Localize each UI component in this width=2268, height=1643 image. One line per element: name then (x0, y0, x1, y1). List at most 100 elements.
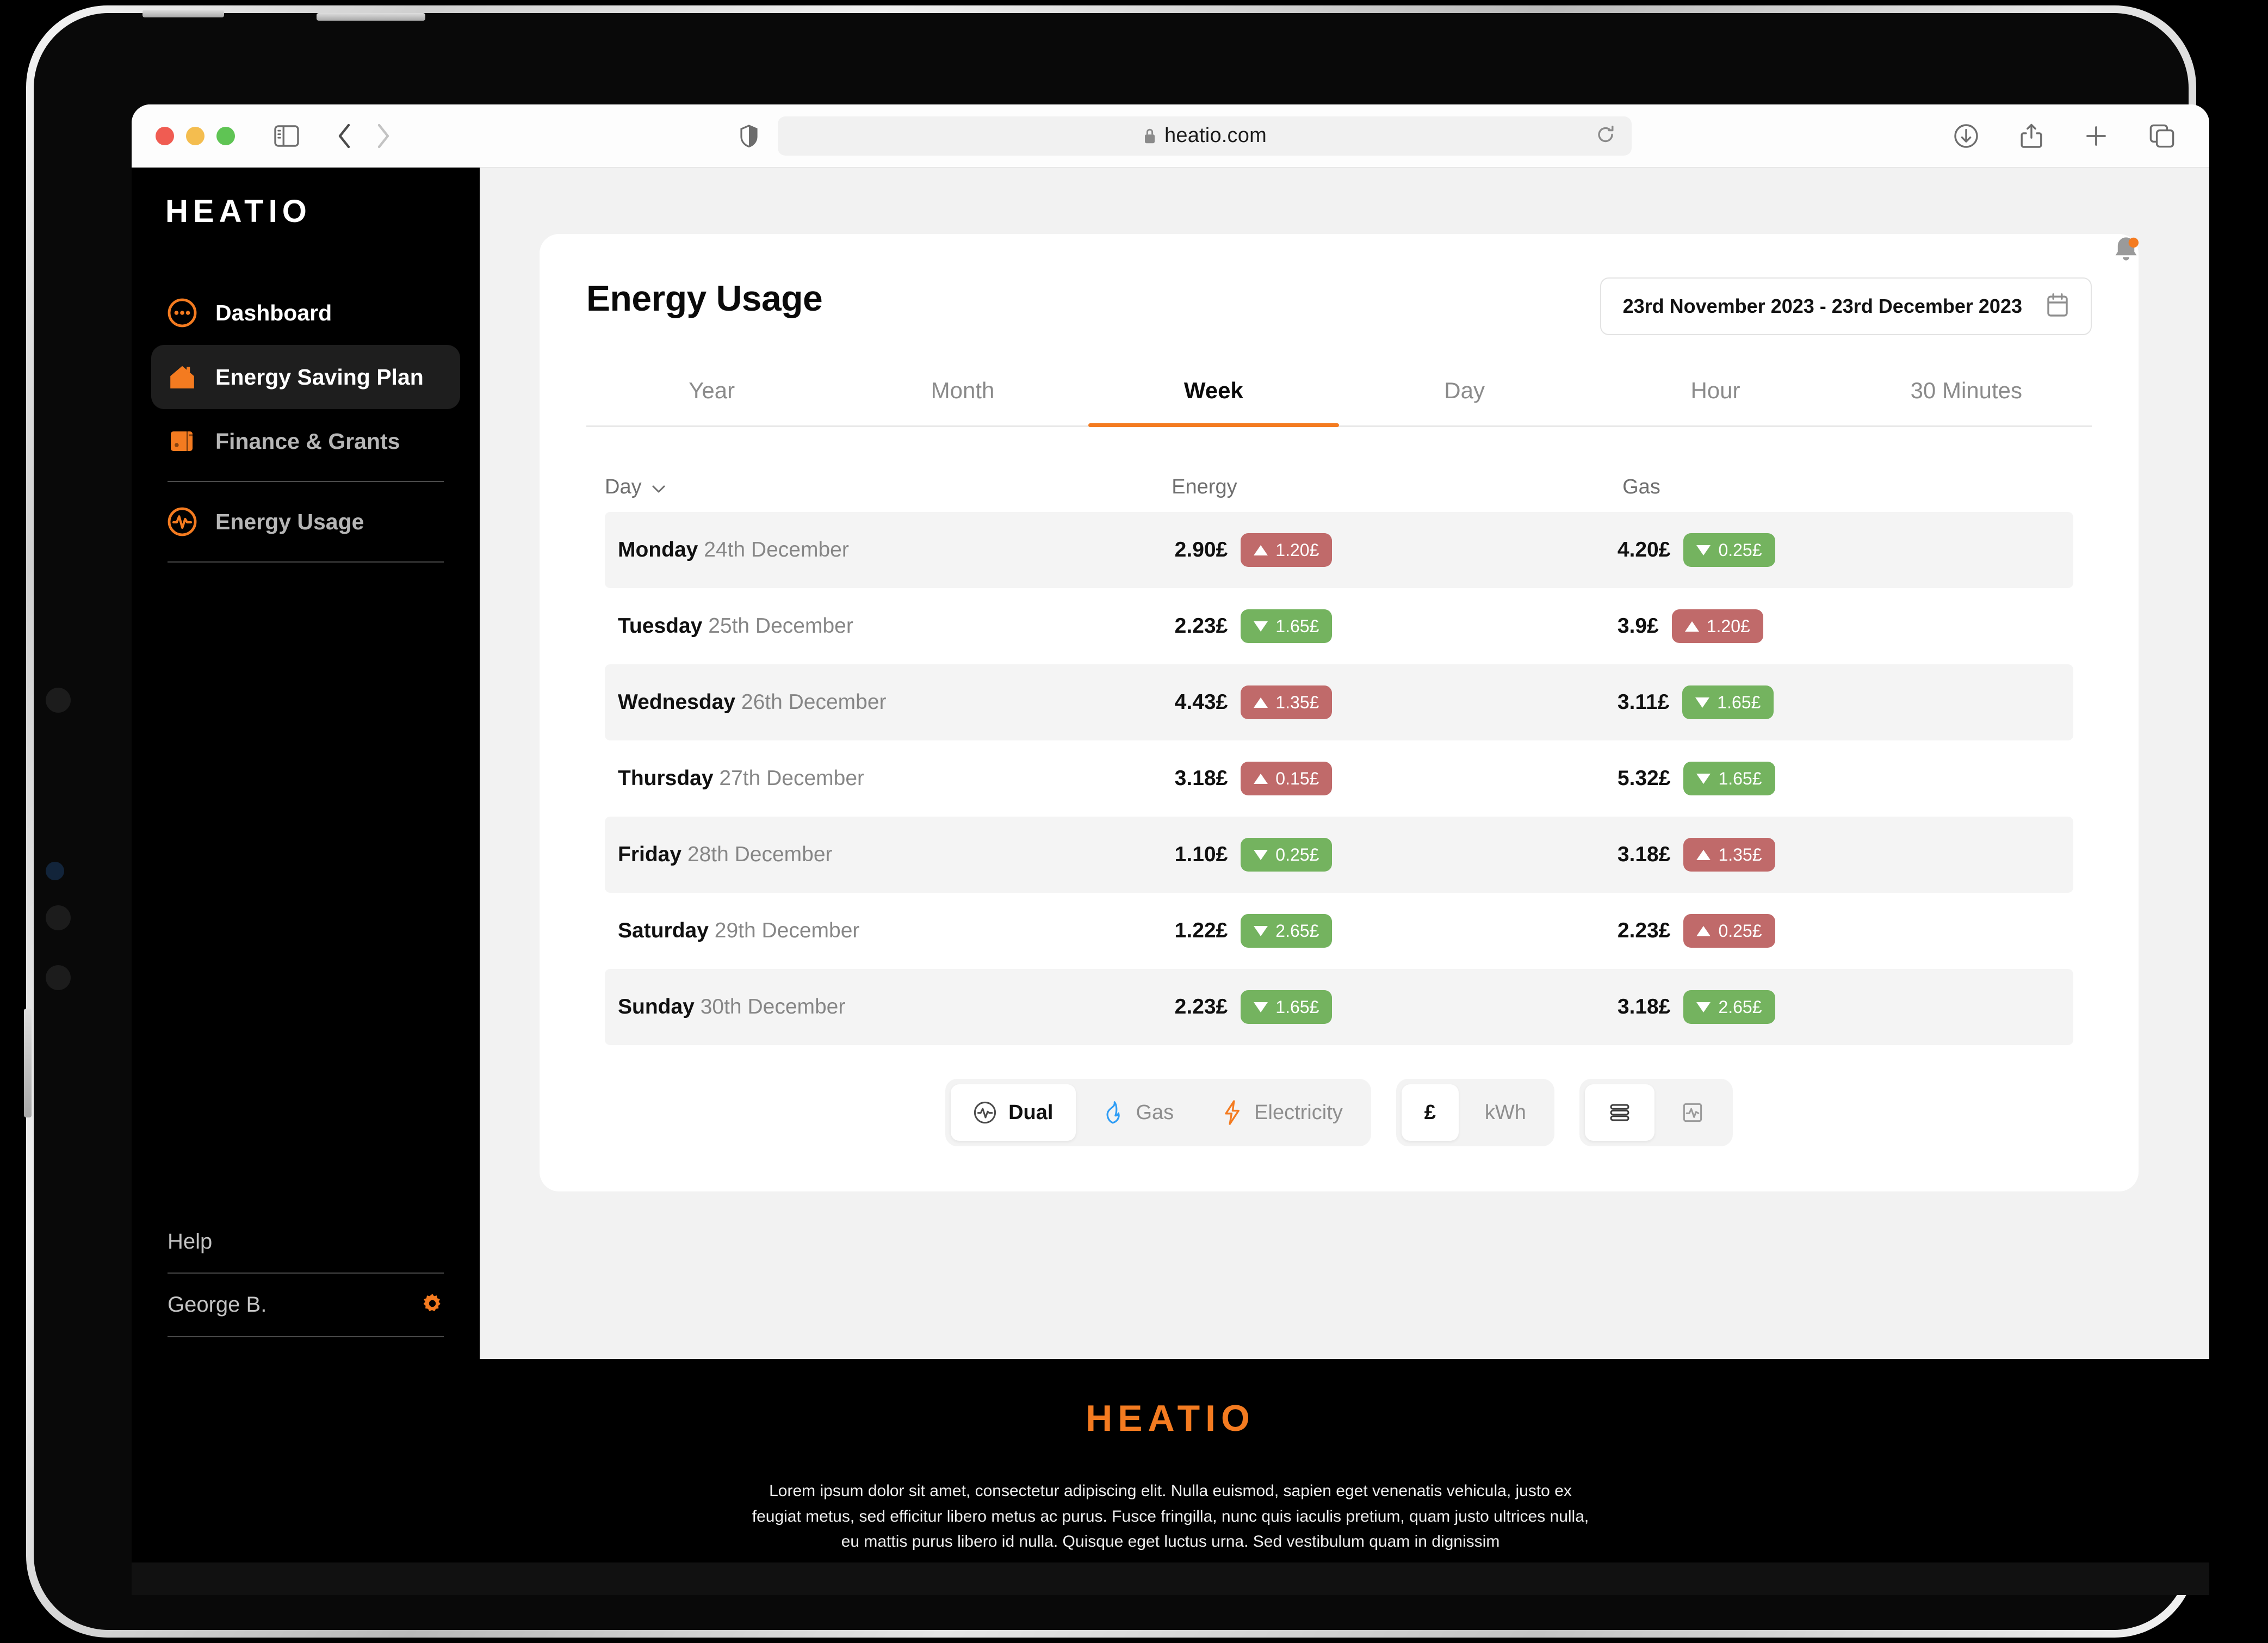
table-row[interactable]: Monday 24th December 2.90£ 1.20£ 4.20£ 0… (605, 512, 2073, 588)
unit-option-kwh[interactable]: kWh (1484, 1101, 1526, 1124)
row-gas-delta-badge: 1.20£ (1671, 609, 1763, 643)
user-row[interactable]: George B. (168, 1274, 444, 1336)
tab-hour[interactable]: Hour (1690, 378, 1740, 403)
tab-day[interactable]: Day (1444, 378, 1485, 403)
maximize-window-button[interactable] (216, 126, 235, 145)
table-row[interactable]: Tuesday 25th December 2.23£ 1.65£ 3.9£ 1… (605, 588, 2073, 664)
camera-lens (46, 965, 71, 990)
column-header-day[interactable]: Day (605, 475, 1172, 499)
period-tabs: Year Month Week Day Hour 30 Minutes (586, 378, 2092, 427)
sidebar-item-finance-grants[interactable]: Finance & Grants (151, 409, 460, 473)
row-energy: 1.10£ 0.25£ (1175, 838, 1618, 872)
view-option-list[interactable] (1584, 1084, 1654, 1141)
tab-week[interactable]: Week (1088, 378, 1340, 427)
sidebar-divider (168, 561, 444, 563)
app-root: HEATIO Dashboard (132, 168, 2209, 1359)
table-header-row: Day Energy Gas (605, 462, 2073, 512)
bell-icon[interactable] (2108, 233, 2144, 271)
energy-usage-card: Energy Usage 23rd November 2023 - 23rd D… (540, 234, 2139, 1191)
sidebar-item-energy-usage[interactable]: Energy Usage (151, 490, 460, 554)
unit-option-currency[interactable]: £ (1401, 1084, 1459, 1141)
table-row[interactable]: Thursday 27th December 3.18£ 0.15£ 5.32£… (605, 740, 2073, 817)
sidebar-item-energy-saving-plan[interactable]: Energy Saving Plan (151, 345, 460, 409)
reload-icon[interactable] (1596, 125, 1615, 147)
tab-year[interactable]: Year (689, 378, 735, 403)
window-controls (156, 126, 235, 145)
browser-toolbar: heatio.com (132, 104, 2209, 168)
tab-month[interactable]: Month (931, 378, 995, 403)
tabs-icon[interactable] (2149, 124, 2174, 148)
row-gas-value: 2.23£ (1617, 919, 1671, 942)
column-header-day-label: Day (605, 475, 642, 498)
row-day: Monday 24th December (618, 538, 1175, 562)
row-gas: 3.11£ 1.65£ (1618, 685, 2060, 719)
chevron-down-icon[interactable] (652, 475, 666, 499)
fuel-option-electricity[interactable]: Electricity (1200, 1084, 1366, 1141)
fuel-option-gas[interactable]: Gas (1079, 1084, 1197, 1141)
row-gas: 3.9£ 1.20£ (1618, 609, 2060, 643)
site-footer: HEATIO Lorem ipsum dolor sit amet, conse… (132, 1359, 2209, 1562)
table-row[interactable]: Wednesday 26th December 4.43£ 1.35£ 3.11… (605, 664, 2073, 740)
row-gas-value: 3.11£ (1617, 690, 1670, 714)
fuel-option-label: Electricity (1254, 1101, 1343, 1124)
row-energy: 2.23£ 1.65£ (1175, 609, 1618, 643)
row-day-date: 27th December (719, 767, 865, 790)
row-day-name: Tuesday (618, 614, 703, 638)
column-header-energy: Energy (1172, 475, 1237, 498)
chevron-right-icon[interactable] (375, 123, 392, 149)
usage-table: Day Energy Gas (586, 462, 2092, 1045)
sidebar-toggle-icon[interactable] (274, 125, 299, 147)
row-gas-delta-badge: 0.25£ (1683, 533, 1775, 567)
footer-text: Lorem ipsum dolor sit amet, consectetur … (752, 1482, 1589, 1551)
row-gas: 3.18£ 1.35£ (1618, 838, 2060, 872)
dots-circle-icon (168, 298, 197, 328)
row-day-name: Wednesday (618, 690, 736, 714)
row-gas-value: 3.9£ (1617, 614, 1659, 638)
close-window-button[interactable] (156, 126, 174, 145)
row-energy-value: 1.22£ (1174, 919, 1228, 942)
app-brand-bar: HEATIO (132, 168, 480, 255)
row-gas-delta: 1.65£ (1717, 692, 1761, 712)
table-row[interactable]: Friday 28th December 1.10£ 0.25£ 3.18£ 1… (605, 817, 2073, 893)
date-range-picker[interactable]: 23rd November 2023 - 23rd December 2023 (1600, 277, 2092, 335)
address-bar[interactable]: heatio.com (778, 116, 1632, 156)
tab-30-minutes[interactable]: 30 Minutes (1910, 378, 2023, 403)
row-day: Tuesday 25th December (618, 614, 1175, 638)
fuel-option-dual[interactable]: Dual (951, 1084, 1076, 1141)
row-gas-value: 3.18£ (1617, 843, 1671, 866)
power-button[interactable] (317, 13, 425, 21)
row-energy-delta-badge: 2.65£ (1241, 914, 1333, 948)
row-gas-delta-badge: 1.65£ (1682, 685, 1774, 719)
row-energy-delta: 1.20£ (1275, 540, 1319, 560)
row-day-date: 30th December (700, 995, 846, 1018)
gear-icon[interactable] (421, 1292, 444, 1318)
tablet-device-frame: heatio.com (24, 5, 2209, 1638)
help-link[interactable]: Help (168, 1211, 444, 1273)
chevron-left-icon[interactable] (336, 123, 352, 149)
shield-icon[interactable] (740, 124, 758, 147)
fuel-option-label: Gas (1136, 1101, 1174, 1124)
row-gas-delta: 1.65£ (1718, 768, 1762, 788)
table-row[interactable]: Saturday 29th December 1.22£ 2.65£ 2.23£… (605, 893, 2073, 969)
row-energy-delta-badge: 1.20£ (1241, 533, 1333, 567)
row-energy-delta: 1.35£ (1275, 692, 1319, 712)
row-day-date: 24th December (704, 538, 849, 561)
row-day-name: Thursday (618, 767, 714, 790)
plus-icon[interactable] (2084, 124, 2108, 148)
main-content: Energy Usage 23rd November 2023 - 23rd D… (480, 168, 2209, 1359)
volume-button[interactable] (142, 10, 224, 17)
row-energy-delta-badge: 0.15£ (1241, 762, 1333, 795)
row-day: Wednesday 26th December (618, 690, 1175, 714)
minimize-window-button[interactable] (186, 126, 205, 145)
table-row[interactable]: Sunday 30th December 2.23£ 1.65£ 3.18£ 2… (605, 969, 2073, 1045)
row-energy-delta-badge: 0.25£ (1241, 838, 1333, 872)
side-button[interactable] (24, 1009, 32, 1117)
sidebar-item-label: Energy Usage (215, 509, 364, 534)
row-day-name: Saturday (618, 919, 709, 942)
download-icon[interactable] (1954, 123, 1979, 149)
row-energy: 2.90£ 1.20£ (1175, 533, 1618, 567)
sidebar-item-dashboard[interactable]: Dashboard (151, 281, 460, 345)
card-controls: Dual Gas (586, 1079, 2092, 1146)
view-option-chart[interactable] (1658, 1084, 1727, 1141)
share-icon[interactable] (2020, 123, 2043, 149)
